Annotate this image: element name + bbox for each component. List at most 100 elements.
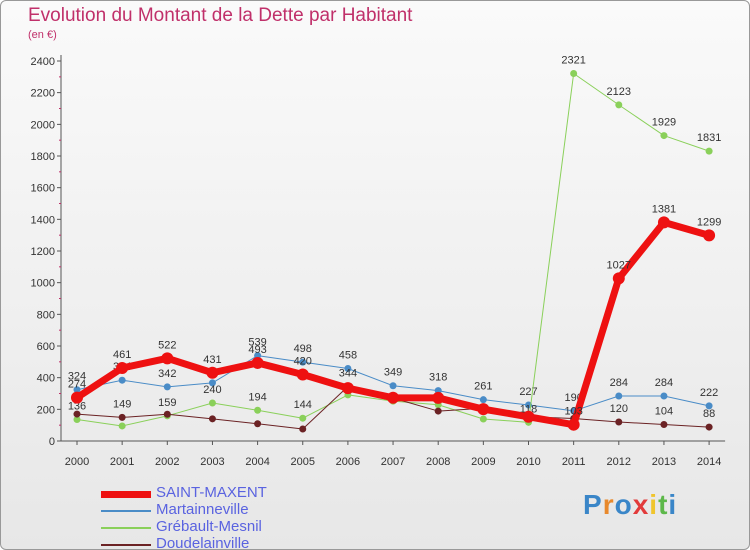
data-point [389, 382, 397, 390]
data-label: 227 [519, 386, 537, 398]
data-point [299, 358, 307, 366]
data-point [118, 422, 126, 430]
data-label: 284 [610, 377, 628, 389]
x-tick-label: 2002 [155, 456, 179, 468]
data-point [163, 410, 171, 418]
data-label: 324 [68, 371, 86, 383]
data-label: 461 [113, 349, 131, 361]
x-tick-label: 2007 [381, 456, 405, 468]
data-label: 318 [429, 372, 447, 384]
data-point [341, 382, 354, 395]
data-point [660, 392, 668, 400]
data-point [206, 366, 219, 379]
x-tick-label: 2006 [336, 456, 360, 468]
data-point [479, 415, 487, 423]
data-point [615, 418, 623, 426]
x-tick-label: 2013 [652, 456, 676, 468]
data-point [567, 418, 580, 431]
logo-letter: x [632, 489, 650, 520]
data-label: 103 [564, 406, 582, 418]
data-label: 104 [655, 406, 673, 418]
data-label: 1381 [652, 203, 676, 215]
data-label: 522 [158, 339, 176, 351]
x-tick-label: 2010 [516, 456, 540, 468]
data-point [570, 70, 578, 78]
data-label: 2321 [561, 55, 585, 67]
y-tick-label: 1600 [31, 183, 55, 195]
x-tick-label: 2003 [200, 456, 224, 468]
data-label: 194 [248, 391, 266, 403]
data-label: 498 [294, 343, 312, 355]
data-point [161, 352, 174, 365]
data-point [163, 383, 171, 391]
data-point [705, 423, 713, 431]
data-label: 120 [610, 403, 628, 415]
data-point [254, 420, 262, 428]
data-label: 136 [68, 400, 86, 412]
x-tick-label: 2012 [607, 456, 631, 468]
data-point [254, 406, 262, 414]
data-point [387, 391, 400, 404]
data-label: 144 [294, 399, 312, 411]
data-point [612, 272, 625, 285]
y-tick-label: 800 [37, 309, 55, 321]
data-label: 118 [520, 403, 538, 415]
data-label: 420 [294, 356, 312, 368]
logo-letter: t [658, 489, 669, 520]
data-label: 261 [474, 381, 492, 393]
y-tick-label: 600 [37, 341, 55, 353]
data-point [657, 216, 670, 229]
logo-letter: r [602, 489, 615, 520]
x-tick-label: 2000 [65, 456, 89, 468]
proxiti-logo: Proxiti [583, 489, 677, 521]
data-point [118, 413, 126, 421]
data-label: 458 [339, 349, 357, 361]
data-point [299, 425, 307, 433]
legend-swatch [101, 544, 151, 546]
data-label: 240 [203, 384, 221, 396]
data-point [208, 379, 216, 387]
legend-swatch [101, 490, 151, 498]
chart-subtitle: (en €) [28, 29, 57, 41]
data-label: 149 [113, 398, 131, 410]
x-tick-label: 2011 [562, 456, 586, 468]
data-label: 431 [203, 354, 221, 366]
data-label: 349 [384, 367, 402, 379]
x-tick-label: 2009 [471, 456, 495, 468]
data-point [705, 402, 713, 410]
y-tick-label: 400 [37, 373, 55, 385]
logo-letter: i [668, 489, 678, 520]
data-label: 222 [700, 387, 718, 399]
y-tick-label: 2200 [31, 88, 55, 100]
y-tick-label: 2000 [31, 119, 55, 131]
data-point [118, 376, 126, 384]
chart-title: Evolution du Montant de la Dette par Hab… [28, 5, 413, 26]
legend-swatch [101, 510, 151, 512]
data-point [71, 391, 83, 404]
data-point [208, 415, 216, 423]
y-tick-label: 0 [49, 436, 55, 448]
data-point [432, 391, 445, 404]
data-point [522, 410, 535, 423]
data-label: 342 [158, 368, 176, 380]
legend-label: Doudelainville [156, 535, 250, 550]
data-point [615, 101, 623, 109]
legend-label: Martainneville [156, 501, 249, 518]
data-point [296, 368, 309, 381]
x-tick-label: 2004 [245, 456, 269, 468]
data-point [434, 407, 442, 415]
data-point [116, 362, 129, 375]
x-tick-label: 2001 [110, 456, 134, 468]
data-point [703, 229, 716, 242]
data-point [479, 396, 487, 404]
data-label: 344 [339, 368, 357, 380]
legend-swatch [101, 527, 151, 529]
x-tick-label: 2014 [697, 456, 721, 468]
data-label: 2123 [607, 86, 631, 98]
data-label: 539 [248, 337, 266, 349]
x-tick-label: 2008 [426, 456, 450, 468]
data-point [299, 414, 307, 422]
data-label: 159 [158, 397, 176, 409]
